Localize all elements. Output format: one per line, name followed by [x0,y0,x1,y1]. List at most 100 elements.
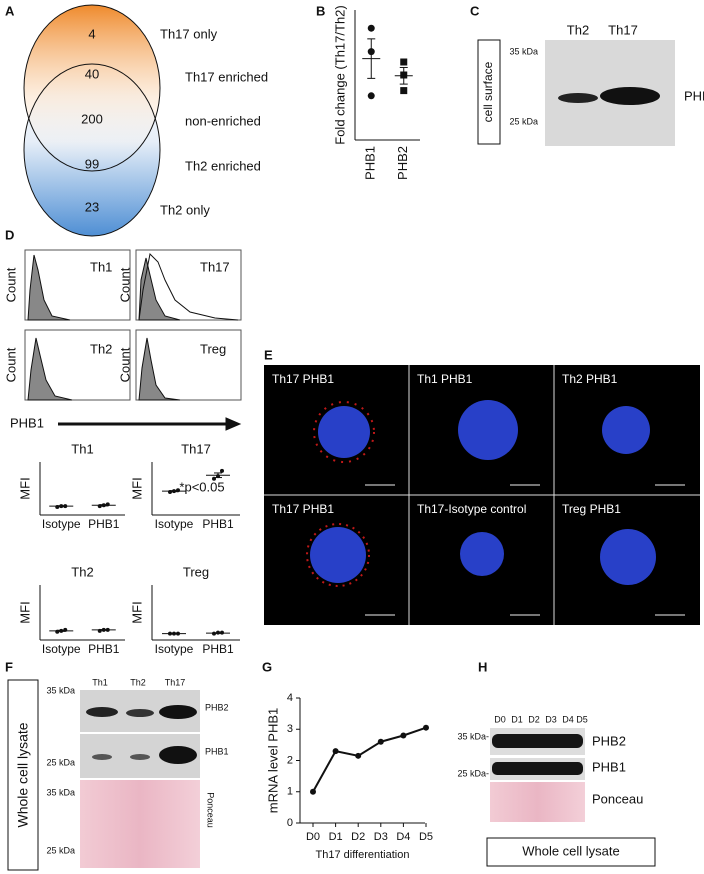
protein-label: PHB1 [205,746,229,756]
venn-count: 40 [85,66,99,81]
lane-label: Th17 [608,22,638,37]
point [220,468,224,473]
panel-label: A [5,3,15,18]
panel-label: H [478,659,487,674]
ponceau [80,780,200,868]
histograms: Count Count Count Count Th1 Th17 Th2 Tre… [3,249,242,431]
panel-label: C [470,3,480,18]
venn-outline [23,63,161,237]
hist [27,254,71,321]
venn-label: Th2 enriched [185,158,261,173]
point [367,92,375,100]
lane-label: Th17 [165,677,186,687]
axis-label: Count [3,267,18,302]
lane-label: Th1 [92,677,108,687]
stain [313,401,375,463]
lane-label: Th2 [130,677,146,687]
x-tick-label: D0 [306,831,320,843]
venn-label: Th17 only [160,26,218,41]
tile-label: Th1 PHB1 [417,372,473,386]
lane-label: D0 [494,714,506,724]
lane-label: D5 [576,714,588,724]
x-tick-label: D3 [374,831,388,843]
venn-label: non-enriched [185,113,261,128]
axis-label: Count [117,267,132,302]
protein-label: PHB1 [684,88,704,103]
protein-label: Ponceau [592,791,643,806]
band [92,754,112,760]
kda-label: 35 kDa- [457,731,489,741]
x-tick-label: PHB1 [363,146,378,180]
ponceau [490,782,585,822]
kda-label: 25 kDa [46,757,75,767]
axis-label: PHB1 [10,415,44,430]
point [367,24,375,32]
scale-bars [365,484,685,616]
lane-label: D4 [562,714,574,724]
kda-label: 25 kDa [509,116,538,126]
hist [138,337,181,401]
box-label: Whole cell lysate [15,722,31,827]
band [126,709,154,717]
x-tick-label: D5 [419,831,433,843]
tile-label: Treg PHB1 [562,502,621,516]
point [310,788,316,795]
blot-h: D0 D1 D2 D3 D4 D5 35 kDa- 25 kDa- PHB2 P… [457,714,656,867]
nucleus [318,406,370,458]
hist-title: Th17 [200,259,230,274]
label-box [486,837,656,867]
axis-label: Count [117,347,132,382]
protein-label: PHB2 [205,702,229,712]
chart-title: Treg [183,564,209,579]
venn-count: 200 [81,111,103,126]
protein-label: Ponceau [206,792,216,828]
microscopy: Th17 PHB1 Th1 PHB1 Th2 PHB1 Th17 PHB1 Th… [264,365,700,625]
x-tick-label: Isotype [155,642,194,656]
chart-title: Th17 [181,441,211,456]
x-tick-label: PHB2 [395,146,410,180]
hist-frame [135,329,242,401]
tile-label: Th2 PHB1 [562,372,618,386]
nucleus [310,527,366,583]
hist-frame [135,249,242,321]
y-axis-label: MFI [17,477,32,499]
x-tick-label: D4 [396,831,410,843]
y-tick-label: 0 [287,817,293,829]
tile-label: Th17-Isotype control [417,502,526,516]
panel-label: D [5,227,14,242]
panel-label: F [5,659,13,674]
lane-label: D2 [528,714,540,724]
nuclei [310,400,656,585]
x-axis-label: Th17 differentiation [316,849,410,861]
y-axis-label: MFI [17,601,32,623]
band [600,87,660,105]
protein-label: PHB1 [592,759,626,774]
venn-count: 4 [88,26,95,41]
venn-count: 23 [85,199,99,214]
band [86,707,118,717]
nucleus [460,532,504,576]
label-box [477,39,501,145]
y-axis-label: mRNA level PHB1 [265,708,280,813]
x-tick-label: Isotype [155,517,194,531]
x-tick-label: PHB1 [202,642,234,656]
lane-label: Th2 [567,22,589,37]
y-axis-label: MFI [129,477,144,499]
y-tick-label: 4 [287,692,293,704]
lane-label: D3 [545,714,557,724]
venn: 4 40 200 99 23 Th17 only Th17 enriched n… [23,4,268,237]
chart-title: Th1 [71,441,93,456]
x-tick-label: PHB1 [202,517,234,531]
kda-label: 25 kDa [46,845,75,855]
venn-label: Th17 enriched [185,69,268,84]
x-tick-label: Isotype [42,517,81,531]
x-tick-label: D2 [351,831,365,843]
x-tick-label: PHB1 [88,517,120,531]
annotation: *p<0.05 [179,479,224,494]
box-label: cell surface [481,61,495,122]
x-tick-label: Isotype [42,642,81,656]
hist-title: Th2 [90,341,112,356]
point [400,58,408,66]
x-tick-label: D1 [329,831,343,843]
